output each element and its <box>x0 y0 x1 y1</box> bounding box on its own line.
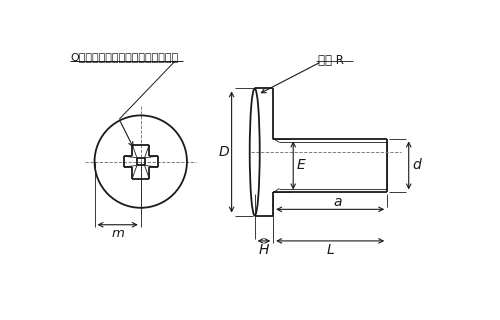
Text: E: E <box>296 158 306 172</box>
Text: 自然 R: 自然 R <box>318 54 344 67</box>
Text: H: H <box>259 243 269 257</box>
Text: Q十字穴寸法はハイオス規格に依る: Q十字穴寸法はハイオス規格に依る <box>70 52 178 62</box>
Text: d: d <box>412 158 421 172</box>
Text: L: L <box>326 243 334 257</box>
Text: a: a <box>334 195 342 209</box>
Text: m: m <box>111 228 124 241</box>
Text: D: D <box>218 145 229 159</box>
